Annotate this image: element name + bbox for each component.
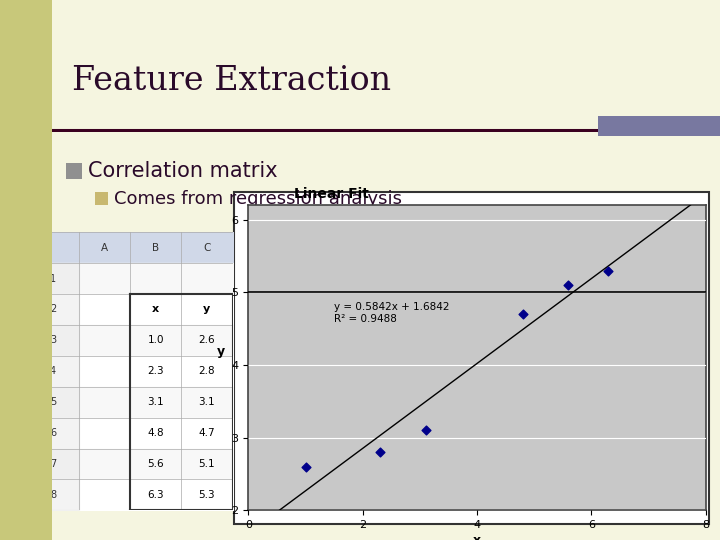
Text: 3.1: 3.1: [148, 397, 164, 407]
Text: x: x: [152, 305, 159, 314]
Text: 2: 2: [50, 305, 56, 314]
Point: [563, 281, 575, 289]
Point: [420, 426, 431, 435]
Text: 7: 7: [50, 459, 56, 469]
Text: y: y: [203, 305, 210, 314]
Text: 2.8: 2.8: [199, 366, 215, 376]
Text: Correlation matrix: Correlation matrix: [88, 161, 277, 181]
Point: [517, 310, 528, 319]
Text: 5: 5: [50, 397, 56, 407]
Point: [374, 448, 386, 456]
Point: [603, 266, 614, 275]
Text: C: C: [203, 242, 210, 253]
Y-axis label: y: y: [217, 345, 225, 357]
Text: 4.8: 4.8: [148, 428, 164, 438]
Text: y = 0.5842x + 1.6842
R² = 0.9488: y = 0.5842x + 1.6842 R² = 0.9488: [334, 302, 449, 323]
Text: 8: 8: [50, 490, 56, 500]
Text: 6.3: 6.3: [148, 490, 164, 500]
Text: Comes from regression analysis: Comes from regression analysis: [114, 190, 402, 208]
Text: 5.3: 5.3: [199, 490, 215, 500]
Point: [300, 462, 311, 471]
Text: 4.7: 4.7: [199, 428, 215, 438]
X-axis label: x: x: [473, 534, 481, 540]
Text: B: B: [152, 242, 159, 253]
Text: Feature Extraction: Feature Extraction: [72, 65, 391, 97]
Text: 3.1: 3.1: [199, 397, 215, 407]
Text: 6: 6: [50, 428, 56, 438]
Text: 1.0: 1.0: [148, 335, 164, 346]
Text: 3: 3: [50, 335, 56, 346]
Text: 5.6: 5.6: [148, 459, 164, 469]
Text: 2.3: 2.3: [148, 366, 164, 376]
Text: 1: 1: [50, 274, 56, 284]
Text: 2.6: 2.6: [199, 335, 215, 346]
Text: A: A: [101, 242, 108, 253]
Text: Linear Fit: Linear Fit: [294, 187, 369, 201]
Text: 5.1: 5.1: [199, 459, 215, 469]
Text: 4: 4: [50, 366, 56, 376]
